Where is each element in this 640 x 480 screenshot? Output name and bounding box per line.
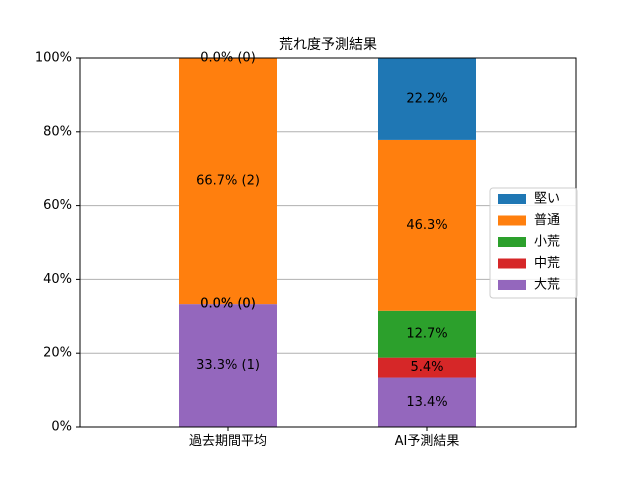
bar-value-label: 46.3% [406, 218, 447, 233]
y-tick-label: 100% [35, 51, 72, 66]
legend-swatch [498, 258, 526, 269]
y-axis: 0% 20% 40% 60% 80% 100% [35, 51, 80, 435]
legend-label: 堅い [534, 192, 560, 207]
bar-segment [179, 58, 277, 305]
legend-label: 小荒 [534, 235, 560, 250]
bar-value-label: 22.2% [406, 91, 447, 106]
y-tick-label: 0% [51, 420, 72, 435]
legend-swatch [498, 237, 526, 247]
bar-segment [378, 357, 476, 378]
x-axis: 過去期間平均 AI予測結果 [189, 427, 459, 449]
y-tick-label: 40% [43, 272, 72, 287]
bar-segment [378, 58, 476, 140]
legend-swatch [498, 280, 526, 290]
bar-value-label: 0.0% (0) [200, 297, 256, 312]
bars [179, 58, 476, 427]
bar-segment [378, 377, 476, 427]
x-tick-label: 過去期間平均 [189, 434, 267, 449]
y-tick-label: 20% [43, 346, 72, 361]
y-tick-label: 60% [43, 198, 72, 213]
bar-value-label: 13.4% [406, 395, 447, 410]
bar-value-label: 5.4% [410, 360, 443, 375]
bar-segment [179, 304, 277, 427]
bar-value-label: 12.7% [406, 327, 447, 342]
legend-label: 大荒 [534, 278, 560, 293]
y-tick-label: 80% [43, 124, 72, 139]
legend-label: 普通 [534, 213, 560, 228]
bar-segment [378, 310, 476, 358]
x-tick-label: AI予測結果 [395, 434, 460, 449]
legend-swatch [498, 194, 526, 204]
chart-title: 荒れ度予測結果 [279, 37, 377, 53]
legend-label: 中荒 [534, 256, 560, 271]
legend-swatch [498, 215, 526, 226]
bar-segment [378, 139, 476, 311]
bar-value-label: 66.7% (2) [196, 174, 260, 189]
bar-value-label: 33.3% (1) [196, 358, 260, 373]
bar-value-label: 0.0% (0) [200, 297, 256, 312]
